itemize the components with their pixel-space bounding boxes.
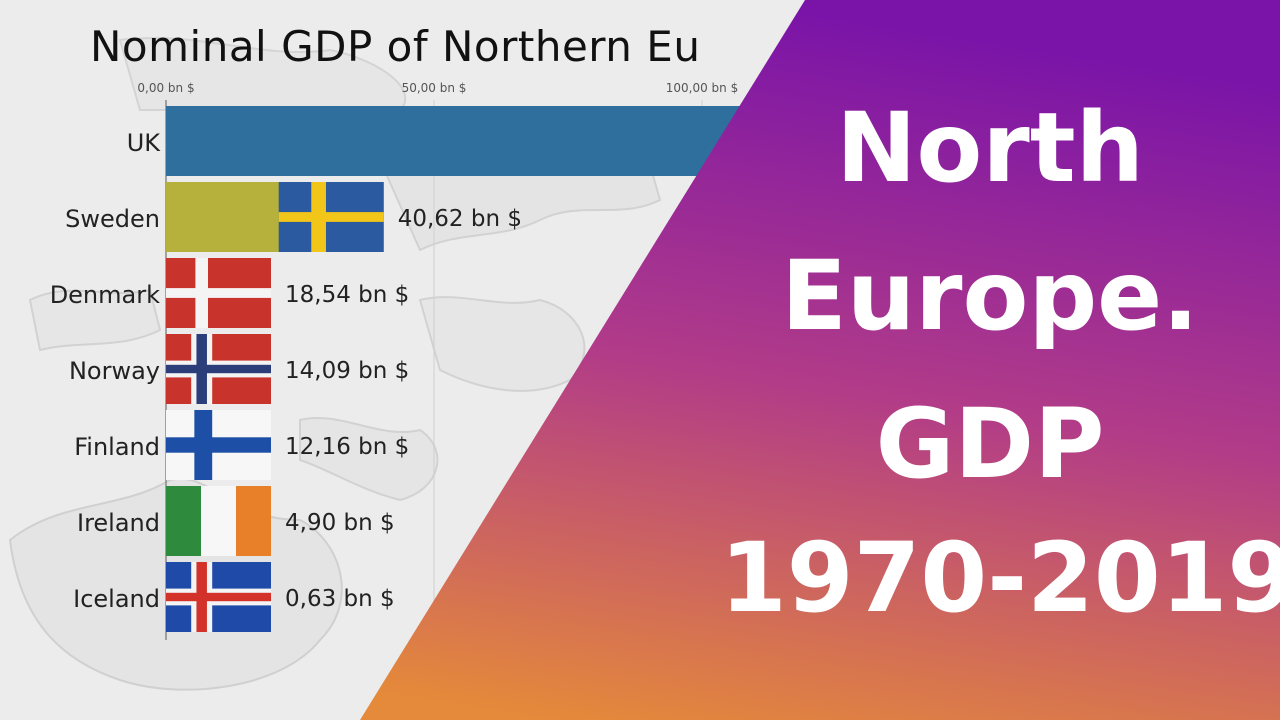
finland-flag-icon	[166, 410, 271, 480]
bar	[166, 106, 745, 176]
iceland-flag-icon	[166, 562, 271, 632]
x-tick-label: 100,00 bn $	[666, 81, 738, 95]
category-label: Denmark	[50, 281, 160, 309]
value-label: 0,63 bn $	[285, 586, 395, 612]
norway-flag-icon	[166, 334, 271, 404]
value-label: 12,16 bn $	[285, 434, 409, 460]
ireland-flag-icon	[166, 486, 271, 556]
category-label: Ireland	[77, 509, 160, 537]
category-label: Iceland	[73, 585, 160, 613]
headline-line-3: GDP	[875, 388, 1105, 500]
x-tick-label: 0,00 bn $	[137, 81, 194, 95]
category-label: Norway	[69, 357, 160, 385]
category-label: Sweden	[65, 205, 160, 233]
denmark-flag-icon	[166, 258, 271, 328]
x-tick-label: 50,00 bn $	[402, 81, 467, 95]
value-label: 4,90 bn $	[285, 510, 395, 536]
value-label: 14,09 bn $	[285, 358, 409, 384]
sweden-flag-icon	[278, 182, 384, 252]
value-label: 40,62 bn $	[398, 206, 522, 232]
headline-line-1: North	[836, 92, 1144, 204]
chart-title: Nominal GDP of Northern Eu	[90, 22, 701, 71]
category-label: UK	[127, 129, 162, 157]
headline-line-4: 1970-2019	[720, 522, 1280, 634]
value-label: 18,54 bn $	[285, 282, 409, 308]
category-label: Finland	[74, 433, 160, 461]
headline-line-2: Europe.	[781, 240, 1199, 352]
